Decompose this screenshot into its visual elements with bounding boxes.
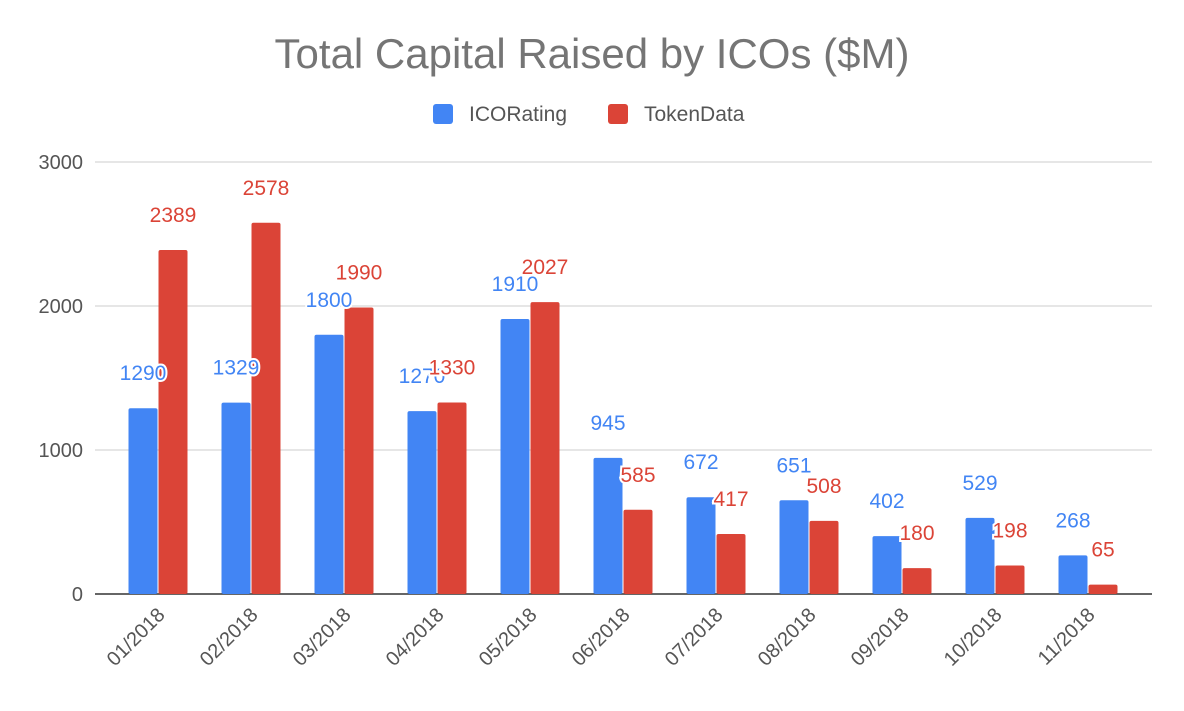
x-tick-label: 11/2018 xyxy=(1034,604,1100,670)
bar-tokendata xyxy=(623,509,653,594)
chart-title: Total Capital Raised by ICOs ($M) xyxy=(275,30,910,77)
data-label-icorating: 529 xyxy=(962,472,997,495)
x-tick-label: 06/2018 xyxy=(568,604,635,671)
bar-tokendata xyxy=(251,222,281,594)
bar-tokendata xyxy=(995,565,1025,594)
data-label-tokendata: 508 xyxy=(806,475,841,498)
data-label-tokendata: 585 xyxy=(620,464,655,487)
bar-icorating xyxy=(965,517,995,594)
x-tick-label: 09/2018 xyxy=(847,604,914,671)
bars xyxy=(128,222,1118,594)
x-axis-ticks: 01/2018 02/2018 03/2018 04/2018 05/2018 06/20… xyxy=(103,604,1100,671)
legend: ICORating TokenData xyxy=(433,103,745,126)
data-label-tokendata: 198 xyxy=(992,519,1027,542)
data-label-tokendata: 180 xyxy=(899,522,934,545)
bar-tokendata xyxy=(158,249,188,594)
bar-tokendata xyxy=(902,568,932,594)
data-label-icorating: 1329 xyxy=(213,357,260,380)
data-label-tokendata: 1330 xyxy=(429,356,476,379)
data-label-icorating: 1270 xyxy=(399,365,446,388)
data-label-tokendata: 2578 xyxy=(243,177,290,200)
y-tick-label: 2000 xyxy=(39,296,84,318)
legend-swatch-icorating xyxy=(433,104,453,124)
legend-label-tokendata: TokenData xyxy=(644,103,745,126)
bar-tokendata xyxy=(530,302,560,594)
x-tick-label: 08/2018 xyxy=(754,604,821,671)
data-label-tokendata: 1990 xyxy=(336,261,383,284)
bar-icorating xyxy=(221,402,251,594)
data-label-icorating: 1290 xyxy=(120,362,167,385)
bar-icorating xyxy=(407,411,437,594)
x-tick-label: 03/2018 xyxy=(289,604,356,671)
bar-icorating xyxy=(593,457,623,594)
x-tick-label: 04/2018 xyxy=(382,604,449,671)
bar-tokendata xyxy=(809,520,839,594)
data-label-icorating: 651 xyxy=(776,454,811,477)
bar-icorating xyxy=(872,536,902,594)
bar-icorating xyxy=(1058,555,1088,594)
y-tick-label: 3000 xyxy=(39,152,84,174)
bar-icorating xyxy=(128,408,158,594)
bar-icorating xyxy=(779,500,809,594)
bar-icorating xyxy=(500,318,530,594)
data-label-icorating: 672 xyxy=(683,451,718,474)
legend-swatch-tokendata xyxy=(608,104,628,124)
data-label-icorating: 402 xyxy=(869,490,904,513)
data-label-tokendata: 65 xyxy=(1091,539,1114,562)
bar-tokendata xyxy=(344,307,374,594)
bar-icorating xyxy=(314,334,344,594)
bar-tokendata xyxy=(716,533,746,594)
data-label-tokendata: 417 xyxy=(713,488,748,511)
bar-icorating xyxy=(686,497,716,594)
data-label-icorating: 1800 xyxy=(306,289,353,312)
data-label-icorating: 1910 xyxy=(492,273,539,296)
y-tick-label: 0 xyxy=(72,584,83,606)
legend-label-icorating: ICORating xyxy=(469,103,567,126)
x-tick-label: 07/2018 xyxy=(661,604,728,671)
bar-tokendata xyxy=(437,402,467,594)
x-tick-label: 10/2018 xyxy=(940,604,1007,671)
y-tick-label: 1000 xyxy=(39,440,84,462)
data-label-icorating: 268 xyxy=(1055,509,1090,532)
data-label-tokendata: 2389 xyxy=(150,204,197,227)
data-label-icorating: 945 xyxy=(590,412,625,435)
x-tick-label: 02/2018 xyxy=(196,604,263,671)
data-label-tokendata: 2027 xyxy=(522,256,569,279)
x-tick-label: 05/2018 xyxy=(475,604,542,671)
x-tick-label: 01/2018 xyxy=(103,604,170,671)
bar-tokendata xyxy=(1088,584,1118,594)
